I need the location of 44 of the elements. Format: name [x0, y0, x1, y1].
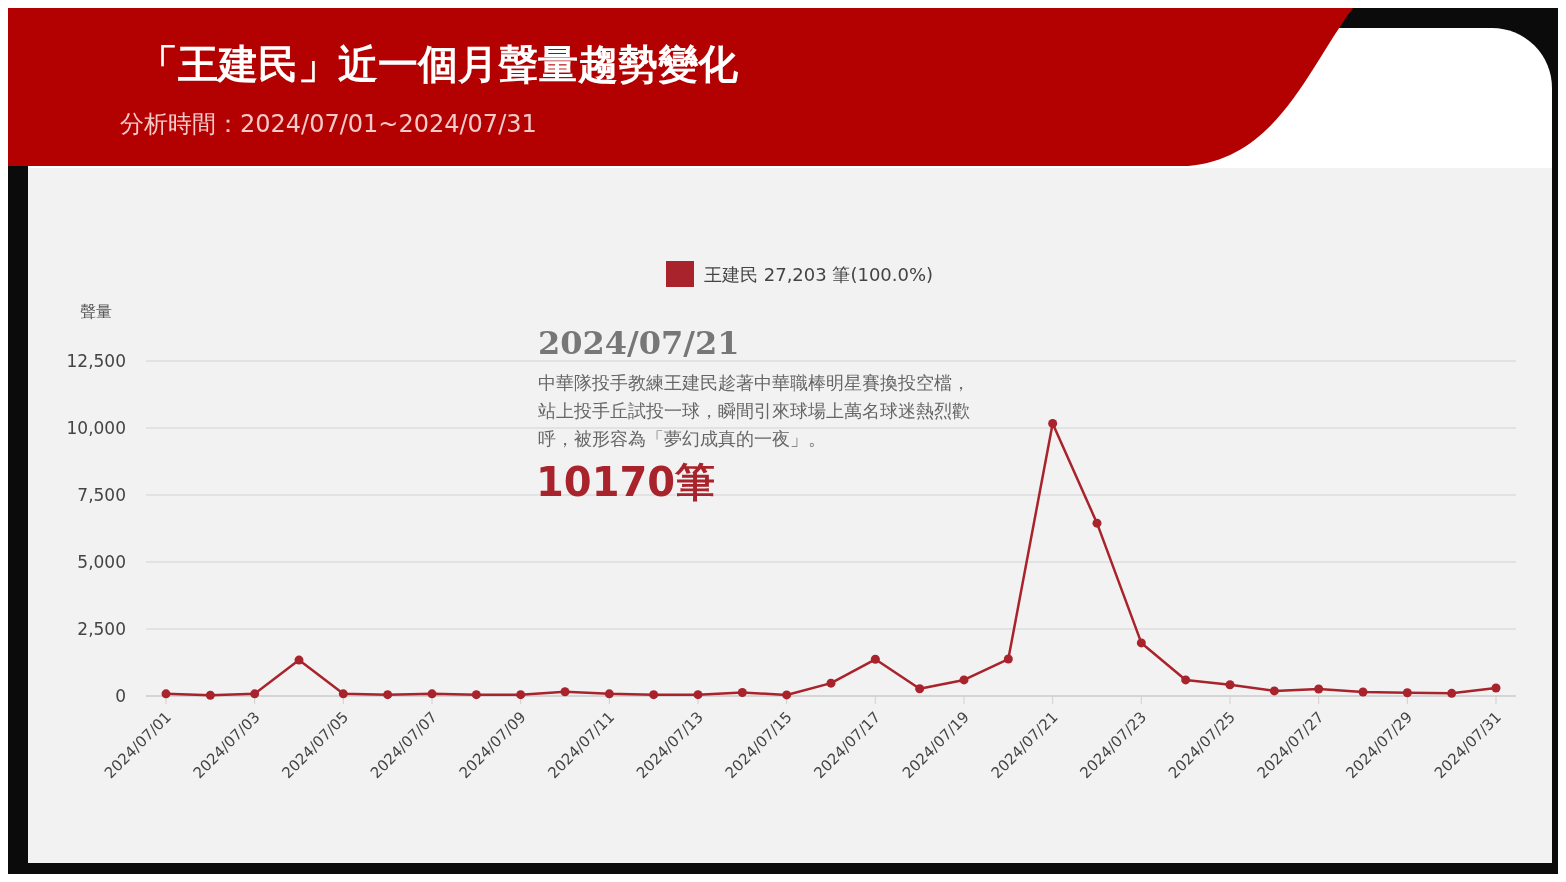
annotation: 10170筆	[536, 459, 716, 505]
point	[1048, 418, 1058, 428]
point	[1181, 675, 1191, 685]
point	[1003, 654, 1013, 664]
point	[516, 690, 526, 700]
point	[338, 689, 348, 699]
point	[782, 690, 792, 700]
point	[560, 687, 570, 697]
point	[250, 689, 260, 699]
point	[604, 689, 614, 699]
point	[1136, 638, 1146, 648]
legend-label: 王建民 27,203 筆(100.0%)	[704, 264, 934, 285]
point	[826, 678, 836, 688]
point	[427, 689, 437, 699]
chart-title: 「王建民」近一個月聲量趨勢變化	[138, 41, 739, 87]
annotation: 中華隊投手教練王建民趁著中華職棒明星賽換投空檔，站上投手丘試投一球，瞬間引來球場上萬名球迷熱烈歡呼，被形容為「夢幻成真的一夜」。	[538, 372, 970, 449]
point	[870, 654, 880, 664]
point	[383, 690, 393, 700]
point	[959, 675, 969, 685]
point	[161, 689, 171, 699]
chart-subtitle: 分析時間：2024/07/01~2024/07/31	[120, 110, 537, 138]
point	[294, 655, 304, 665]
point	[1491, 683, 1501, 693]
point	[693, 690, 703, 700]
point	[1225, 680, 1235, 690]
y-tick-label: 10,000	[66, 418, 126, 438]
y-tick-label: 7,500	[77, 485, 126, 505]
point	[649, 690, 659, 700]
y-axis-title: 聲量	[80, 302, 112, 321]
point	[737, 688, 747, 698]
point	[1447, 688, 1457, 698]
y-tick-label: 12,500	[66, 351, 126, 371]
y-tick-label: 0	[115, 686, 126, 706]
point	[1358, 687, 1368, 697]
y-tick-label: 5,000	[77, 552, 126, 572]
point	[205, 690, 215, 700]
point	[1269, 686, 1279, 696]
point	[471, 690, 481, 700]
point	[1314, 684, 1324, 694]
annotation: 2024/07/21	[538, 324, 740, 362]
y-tick-label: 2,500	[77, 619, 126, 639]
point	[915, 684, 925, 694]
point	[1092, 518, 1102, 528]
point	[1402, 688, 1412, 698]
